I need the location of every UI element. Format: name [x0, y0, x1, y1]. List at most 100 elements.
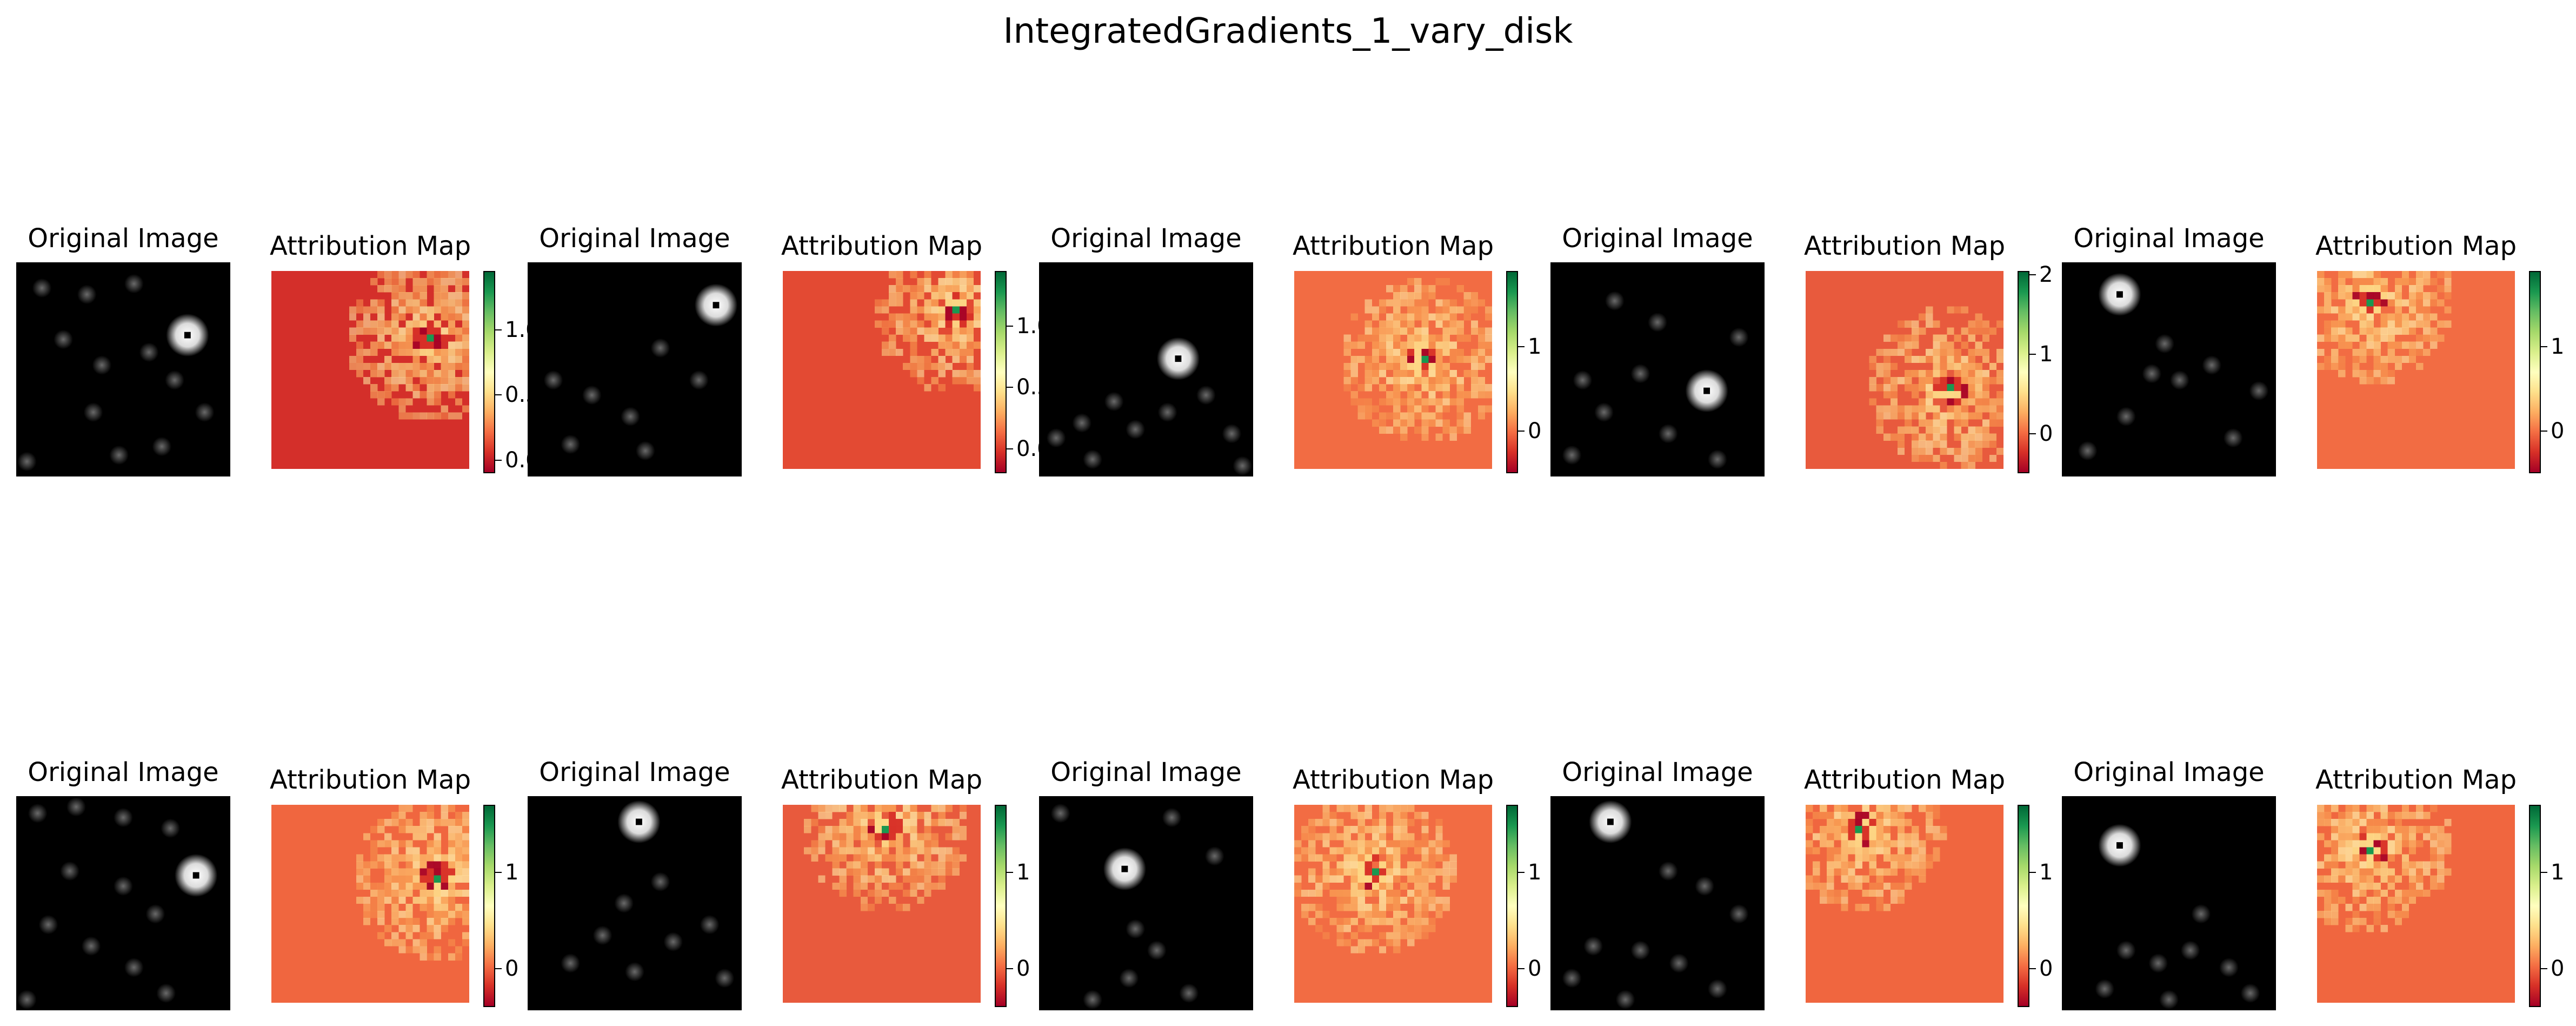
- attribution-cell: [1421, 313, 1429, 321]
- attribution-cell: [1372, 370, 1380, 378]
- image-background: [1039, 262, 1253, 476]
- attribution-cell: [1855, 847, 1862, 855]
- attribution-cell: [2359, 355, 2367, 363]
- attribution-cell: [1933, 341, 1940, 349]
- attribution-cell: [2338, 313, 2346, 321]
- attribution-cell: [384, 896, 392, 904]
- attribution-cell: [1428, 868, 1436, 876]
- attribution-cell: [1322, 911, 1330, 918]
- attribution-cell: [2408, 847, 2417, 855]
- attribution-cell: [405, 847, 413, 855]
- attribution-cell: [896, 904, 903, 911]
- attribution-cell: [1364, 398, 1372, 406]
- attribution-cell: [398, 868, 406, 876]
- attribution-cell: [1463, 370, 1471, 378]
- attribution-cell: [903, 819, 910, 826]
- attribution-cell: [1357, 896, 1365, 904]
- attribution-cell: [1975, 412, 1982, 420]
- attribution-cell: [1975, 391, 1982, 399]
- attribution-cell: [832, 861, 840, 869]
- attribution-cell: [1350, 805, 1358, 812]
- attribution-cell: [1421, 882, 1429, 890]
- attribution-cell: [1982, 419, 1990, 427]
- attribution-cell: [882, 847, 889, 855]
- attribution-cell: [1897, 412, 1905, 420]
- attribution-cell: [2359, 377, 2367, 385]
- attribution-cell: [1435, 334, 1443, 342]
- attribution-cell: [391, 341, 399, 349]
- attribution-cell: [2373, 285, 2381, 293]
- attribution-cell: [1933, 348, 1940, 356]
- attribution-cell: [1364, 306, 1372, 314]
- attribution-cell: [959, 370, 967, 378]
- attribution-cell: [1912, 412, 1919, 420]
- attribution-cell: [1961, 440, 1968, 448]
- attribution-cell: [2373, 299, 2381, 307]
- attribution-cell: [2373, 355, 2381, 363]
- attribution-cell: [2373, 826, 2381, 833]
- attribution-cell: [2366, 861, 2374, 869]
- attribution-cell: [1350, 377, 1358, 385]
- attribution-cell: [2331, 840, 2339, 848]
- attribution-cell: [448, 377, 456, 385]
- attribution-cell: [405, 861, 413, 869]
- attribution-cell: [2444, 840, 2452, 848]
- attribution-cell: [1308, 854, 1316, 862]
- colorbar-tick-mark: [2029, 433, 2036, 434]
- attribution-cell: [455, 861, 463, 869]
- attribution-cell: [2317, 306, 2325, 314]
- attribution-cell: [1393, 875, 1401, 883]
- attribution-cell: [896, 847, 903, 855]
- background-spot: [2240, 983, 2260, 1003]
- attribution-cell: [1876, 847, 1883, 855]
- attribution-cell: [455, 840, 463, 848]
- attribution-cell: [2416, 271, 2424, 279]
- background-spot: [1126, 919, 1146, 939]
- attribution-cell: [853, 812, 861, 819]
- attribution-cell: [1456, 306, 1464, 314]
- attribution-cell: [917, 812, 924, 819]
- attribution-cell: [1940, 334, 1947, 342]
- background-spot: [2148, 954, 2168, 973]
- attribution-cell: [2373, 918, 2381, 925]
- attribution-cell: [2408, 889, 2417, 897]
- original-image-title: Original Image: [2073, 757, 2265, 787]
- attribution-cell: [1407, 348, 1415, 356]
- attribution-cell: [1400, 419, 1408, 427]
- colorbar-tick-label: 1: [1528, 859, 1542, 885]
- attribution-cell: [1435, 433, 1443, 441]
- attribution-cell: [1386, 398, 1394, 406]
- background-spot: [1708, 979, 1727, 999]
- attribution-cell: [1393, 384, 1401, 392]
- attribution-cell: [959, 348, 967, 356]
- attribution-cell: [2380, 847, 2388, 855]
- attribution-cell: [910, 854, 917, 862]
- attribution-cell: [1876, 805, 1883, 812]
- attribution-map-panel: [2317, 805, 2515, 1003]
- attribution-cell: [1343, 861, 1351, 869]
- attribution-cell: [896, 819, 903, 826]
- attribution-cell: [427, 327, 434, 335]
- attribution-cell: [384, 889, 392, 897]
- attribution-cell: [1421, 398, 1429, 406]
- attribution-cell: [455, 904, 463, 911]
- attribution-cell: [931, 805, 938, 812]
- colorbar: [995, 271, 1007, 473]
- attribution-cell: [441, 362, 448, 370]
- attribution-cell: [1421, 334, 1429, 342]
- attribution-cell: [1435, 826, 1443, 833]
- attribution-cell: [860, 854, 868, 862]
- attribution-cell: [1926, 812, 1933, 819]
- attribution-cell: [1996, 355, 2003, 363]
- attribution-cell: [1862, 847, 1869, 855]
- attribution-cell: [1364, 370, 1372, 378]
- attribution-cell: [1947, 398, 1954, 406]
- attribution-cell: [2352, 847, 2360, 855]
- attribution-cell: [1364, 377, 1372, 385]
- attribution-cell: [462, 327, 469, 335]
- attribution-cell: [1435, 868, 1443, 876]
- attribution-cell: [2366, 826, 2374, 833]
- attribution-cell: [1357, 384, 1365, 392]
- attribution-cell: [2387, 812, 2395, 819]
- attribution-cell: [2345, 327, 2353, 335]
